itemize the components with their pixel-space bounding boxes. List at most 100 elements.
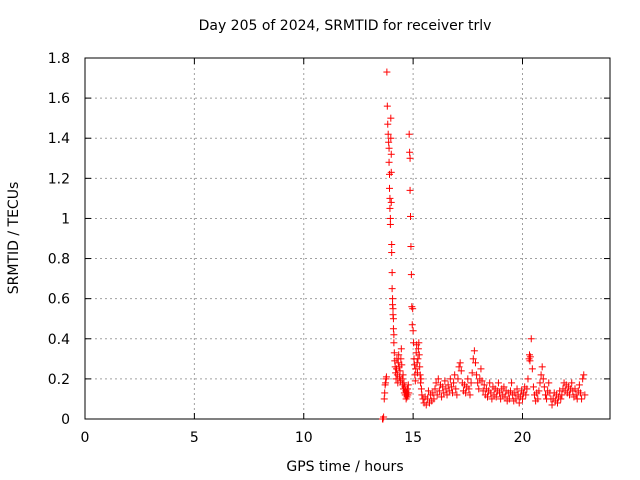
data-point — [524, 375, 532, 383]
y-tick-labels: 0 0.2 0.4 0.6 0.8 1 1.2 1.4 1.6 1.8 — [48, 51, 70, 428]
data-point — [578, 395, 586, 403]
data-point — [384, 130, 392, 138]
data-point — [519, 395, 526, 403]
data-point — [387, 114, 395, 122]
data-point — [433, 391, 441, 399]
data-point — [526, 353, 534, 361]
data-point — [388, 285, 396, 293]
data-point — [424, 387, 432, 395]
data-point — [508, 379, 516, 387]
data-point — [409, 305, 417, 313]
x-tick-label: 0 — [81, 430, 90, 446]
data-point — [406, 148, 414, 156]
data-point — [430, 395, 438, 403]
data-point — [450, 379, 458, 387]
data-point — [400, 379, 408, 387]
data-point — [388, 241, 396, 249]
data-point — [512, 395, 520, 403]
data-point — [523, 385, 531, 393]
data-point — [407, 271, 415, 279]
data-point — [390, 331, 398, 339]
data-point — [390, 349, 398, 357]
data-point — [431, 385, 439, 393]
data-point — [403, 385, 411, 393]
data-point — [438, 393, 446, 401]
data-point — [537, 371, 545, 379]
data-point — [447, 383, 455, 391]
data-point — [545, 379, 553, 387]
y-tick-label: 0.8 — [48, 252, 70, 268]
data-point — [383, 68, 391, 76]
data-point — [529, 383, 537, 391]
data-point — [416, 363, 424, 371]
data-point — [494, 379, 502, 387]
axis-ticks — [84, 57, 610, 420]
data-point — [488, 395, 496, 403]
data-point — [388, 249, 396, 257]
data-point — [478, 377, 486, 385]
data-point — [471, 359, 479, 367]
data-point — [389, 325, 397, 333]
data-point — [541, 391, 549, 399]
data-point — [527, 335, 535, 343]
data-point — [414, 355, 422, 363]
y-tick-label: 0.4 — [48, 332, 70, 348]
x-tick-label: 15 — [404, 430, 422, 446]
data-point — [497, 395, 505, 403]
data-point — [455, 363, 463, 371]
y-tick-label: 1 — [61, 211, 70, 227]
data-point — [405, 130, 413, 138]
data-point — [390, 339, 398, 347]
data-point — [452, 385, 460, 393]
data-point — [492, 393, 500, 401]
data-point — [389, 305, 397, 313]
data-point — [528, 365, 536, 373]
y-tick-label: 0.6 — [48, 292, 70, 308]
data-point — [411, 377, 419, 385]
data-points — [379, 68, 589, 423]
data-point — [409, 327, 417, 335]
data-point — [387, 134, 395, 142]
y-axis-label: SRMTID / TECUs — [6, 182, 22, 295]
data-point — [522, 391, 530, 399]
data-point — [386, 204, 394, 212]
data-point — [500, 383, 508, 391]
data-point — [381, 389, 389, 397]
x-tick-label: 10 — [295, 430, 313, 446]
data-point — [475, 385, 483, 393]
data-point — [386, 184, 393, 192]
x-tick-labels: 0 5 10 15 20 — [81, 430, 532, 446]
data-point — [387, 168, 395, 176]
data-point — [406, 154, 414, 162]
data-point — [387, 150, 395, 158]
data-point — [513, 385, 521, 393]
data-point — [395, 351, 403, 359]
data-point — [432, 379, 440, 387]
data-point — [415, 351, 423, 359]
data-point — [480, 381, 488, 389]
data-point — [398, 361, 406, 369]
data-point — [382, 373, 390, 381]
data-point — [385, 138, 393, 146]
data-point — [575, 381, 583, 389]
data-point — [470, 347, 478, 355]
x-tick-label: 20 — [514, 430, 532, 446]
data-point — [415, 339, 423, 347]
data-point — [473, 371, 481, 379]
data-point — [558, 391, 566, 399]
data-point — [580, 371, 588, 379]
data-point — [536, 379, 544, 387]
data-point — [399, 371, 407, 379]
data-point — [572, 391, 580, 399]
data-point — [540, 383, 548, 391]
data-point — [568, 379, 576, 387]
y-tick-label: 0.2 — [48, 372, 70, 388]
data-point — [456, 359, 464, 367]
data-point — [412, 365, 420, 373]
data-point — [557, 395, 565, 403]
data-point — [408, 321, 416, 329]
data-point — [417, 385, 425, 393]
data-point — [423, 395, 431, 403]
